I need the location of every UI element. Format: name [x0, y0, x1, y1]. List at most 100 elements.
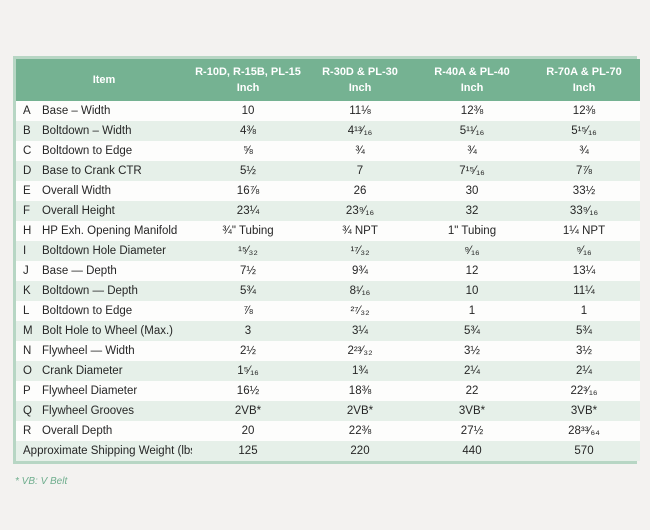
row-value: 7 [356, 165, 364, 177]
shipping-weight-value: 220 [350, 445, 370, 457]
column-header-model-1: R-10D, R-15B, PL-15 Inch [192, 59, 304, 101]
row-letter: O [23, 365, 32, 377]
table-row: M Bolt Hole to Wheel (Max.) 3 3¼ 5¾ 5¾ [16, 321, 640, 341]
row-value: 5½ [240, 165, 256, 177]
table-row: A Base – Width 10 11⅛ 12⅜ 12⅜ [16, 101, 640, 121]
row-value: 28³³⁄₆₄ [568, 425, 600, 437]
row-value: 2¼ [464, 365, 480, 377]
table-row: F Overall Height 23¼ 23⁹⁄₁₆ 32 33⁹⁄₁₆ [16, 201, 640, 221]
row-letter: L [23, 305, 30, 317]
row-letter: E [23, 185, 31, 197]
row-value: 5¹¹⁄₁₆ [459, 125, 485, 137]
row-item-label: Flywheel — Width [42, 345, 135, 357]
row-value: 23⁹⁄₁₆ [345, 205, 375, 217]
column-header-model-2: R-30D & PL-30 Inch [304, 59, 416, 101]
row-letter: K [23, 285, 31, 297]
table-row: R Overall Depth 20 22⅜ 27½ 28³³⁄₆₄ [16, 421, 640, 441]
item-header-label: Item [92, 73, 116, 86]
row-value: 16⅞ [236, 185, 260, 197]
row-value: 1 [580, 305, 588, 317]
row-item-label: Boltdown to Edge [42, 145, 133, 157]
row-letter: H [23, 225, 32, 237]
table-row: E Overall Width 16⅞ 26 30 33½ [16, 181, 640, 201]
row-item-label: Overall Width [42, 185, 112, 197]
row-letter: B [23, 125, 31, 137]
row-item-label: Overall Depth [42, 425, 113, 437]
row-value: 3VB* [458, 405, 486, 417]
row-letter: A [23, 105, 31, 117]
row-value: 18⅜ [348, 385, 372, 397]
row-value: 22³⁄₁₆ [570, 385, 598, 397]
unit-label: Inch [348, 82, 372, 94]
row-value: 7⅞ [576, 165, 592, 177]
table-row: Q Flywheel Grooves 2VB* 2VB* 3VB* 3VB* [16, 401, 640, 421]
table-row: H HP Exh. Opening Manifold ¾" Tubing ¾ NPT 1… [16, 221, 640, 241]
row-item-label: Overall Height [42, 205, 115, 217]
row-value: 22 [465, 385, 479, 397]
row-value: 1" Tubing [447, 225, 497, 237]
row-value: 3¼ [352, 325, 368, 337]
column-header-model-4: R-70A & PL-70 Inch [528, 59, 640, 101]
row-item-label: Boltdown to Edge [42, 305, 133, 317]
row-letter: D [23, 165, 32, 177]
row-value: 13¼ [572, 265, 596, 277]
row-value: 12 [465, 265, 479, 277]
dimensions-table: Item R-10D, R-15B, PL-15 Inch R-30D & PL… [16, 59, 640, 461]
row-item-label: Base – Width [42, 105, 111, 117]
row-value: 11¼ [573, 285, 595, 297]
row-letter: R [23, 425, 32, 437]
row-value: 12⅜ [572, 105, 596, 117]
row-value: ¾" Tubing [222, 225, 274, 237]
model-name: R-70A & PL-70 [546, 65, 622, 78]
row-value: 27½ [460, 425, 484, 437]
row-value: 10 [241, 105, 255, 117]
model-name: R-30D & PL-30 [322, 65, 398, 78]
table-row: J Base — Depth 7½ 9¾ 12 13¼ [16, 261, 640, 281]
row-value: ²⁷⁄₃₂ [350, 305, 370, 317]
row-letter: F [23, 205, 31, 217]
row-value: ⁹⁄₁₆ [576, 245, 592, 257]
row-value: 5¹⁵⁄₁₆ [571, 125, 597, 137]
row-value: 2VB* [234, 405, 262, 417]
row-value: ¹⁷⁄₃₂ [350, 245, 370, 257]
row-value: ¹⁵⁄₃₂ [238, 245, 258, 257]
row-item-label: Boltdown — Depth [42, 285, 138, 297]
table-row: C Boltdown to Edge ⅝ ¾ ¾ ¾ [16, 141, 640, 161]
table-row: P Flywheel Diameter 16½ 18⅜ 22 22³⁄₁₆ [16, 381, 640, 401]
row-value: 5¾ [576, 325, 592, 337]
footnote: * VB: V Belt [15, 476, 68, 487]
row-value: 16½ [236, 385, 260, 397]
row-item-label: Base — Depth [42, 265, 117, 277]
row-value: 7½ [240, 265, 256, 277]
row-value: 33½ [572, 185, 596, 197]
model-name: R-40A & PL-40 [434, 65, 510, 78]
row-value: 7¹⁵⁄₁₆ [459, 165, 485, 177]
table-row: D Base to Crank CTR 5½ 7 7¹⁵⁄₁₆ 7⅞ [16, 161, 640, 181]
row-value: ¾ [467, 145, 477, 157]
row-item-label: Boltdown Hole Diameter [42, 245, 167, 257]
row-value: 2¼ [576, 365, 592, 377]
row-value: ⁹⁄₁₆ [464, 245, 480, 257]
unit-label: Inch [460, 82, 484, 94]
row-value: 4⅜ [240, 125, 256, 137]
row-value: 5¾ [464, 325, 480, 337]
row-value: 1⁵⁄₁₆ [237, 365, 259, 377]
table-row: K Boltdown — Depth 5¾ 8¹⁄₁₆ 10 11¼ [16, 281, 640, 301]
row-item-label: Flywheel Grooves [42, 405, 135, 417]
row-value: 23¼ [236, 205, 260, 217]
table-row: B Boltdown – Width 4⅜ 4¹³⁄₁₆ 5¹¹⁄₁₆ 5¹⁵⁄₁₆ [16, 121, 640, 141]
shipping-weight-value: 570 [574, 445, 594, 457]
row-item-label: Base to Crank CTR [42, 165, 142, 177]
row-value: 32 [465, 205, 479, 217]
row-value: 1¾ [352, 365, 368, 377]
row-value: 8¹⁄₁₆ [349, 285, 371, 297]
row-item-label: Boltdown – Width [42, 125, 132, 137]
row-letter: P [23, 385, 31, 397]
row-value: 3½ [464, 345, 480, 357]
row-value: ⅞ [243, 305, 253, 317]
table-row: O Crank Diameter 1⁵⁄₁₆ 1¾ 2¼ 2¼ [16, 361, 640, 381]
shipping-weight-value: 125 [238, 445, 258, 457]
table-body: A Base – Width 10 11⅛ 12⅜ 12⅜ B Boltdown – Widt… [16, 101, 640, 461]
row-item-label: Crank Diameter [42, 365, 123, 377]
table-row: I Boltdown Hole Diameter ¹⁵⁄₃₂ ¹⁷⁄₃₂ ⁹⁄₁₆ ⁹⁄₁… [16, 241, 640, 261]
